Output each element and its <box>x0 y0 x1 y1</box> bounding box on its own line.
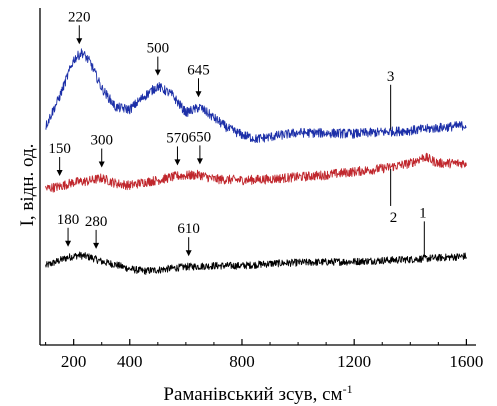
peak-arrowhead-645 <box>195 91 202 98</box>
series-1-label: 1 <box>419 205 427 221</box>
x-axis-label-text: Раманівський зсув, см <box>163 384 342 405</box>
x-axis-label: Раманівський зсув, см-1 <box>163 382 352 405</box>
peak-label-645: 645 <box>187 62 210 78</box>
series-3-label: 3 <box>387 69 395 85</box>
peak-arrowhead-610 <box>185 250 192 257</box>
series-3-line <box>45 48 467 144</box>
axis-layer: 200 400 800 1200 1600 <box>45 339 483 371</box>
peak-arrowhead-180 <box>65 240 72 247</box>
series-2-label: 2 <box>390 210 398 226</box>
x-tick-label: 800 <box>229 352 255 371</box>
x-axis-label-sup: -1 <box>343 382 353 396</box>
annotation-layer: 180 280 610 1 150 300 570 650 2 220 500 645 3 <box>48 9 427 257</box>
x-tick-label: 1200 <box>337 352 371 371</box>
x-tick-label: 400 <box>117 352 143 371</box>
peak-label-150: 150 <box>48 141 71 157</box>
peak-label-650: 650 <box>189 129 212 145</box>
plot-frame <box>39 8 476 346</box>
peak-label-500: 500 <box>147 41 170 57</box>
x-tick-label: 200 <box>61 352 87 371</box>
peak-label-300: 300 <box>90 133 113 149</box>
peak-arrowhead-650 <box>196 158 203 165</box>
y-axis-label: I, відн. од. <box>17 144 38 227</box>
x-tick-label: 1600 <box>449 352 483 371</box>
series-1-line <box>45 251 467 275</box>
series-layer <box>45 48 467 275</box>
peak-label-220: 220 <box>68 9 91 25</box>
peak-arrowhead-220 <box>76 38 83 45</box>
peak-label-180: 180 <box>57 212 80 228</box>
peak-label-280: 280 <box>85 214 108 230</box>
peak-label-610: 610 <box>177 221 200 237</box>
peak-arrowhead-570 <box>174 159 181 166</box>
peak-arrowhead-150 <box>56 169 63 176</box>
peak-arrowhead-300 <box>98 161 105 168</box>
peak-label-570: 570 <box>166 130 189 146</box>
series-2-line <box>45 152 467 193</box>
peak-arrowhead-500 <box>154 69 161 76</box>
peak-arrowhead-280 <box>93 242 100 249</box>
